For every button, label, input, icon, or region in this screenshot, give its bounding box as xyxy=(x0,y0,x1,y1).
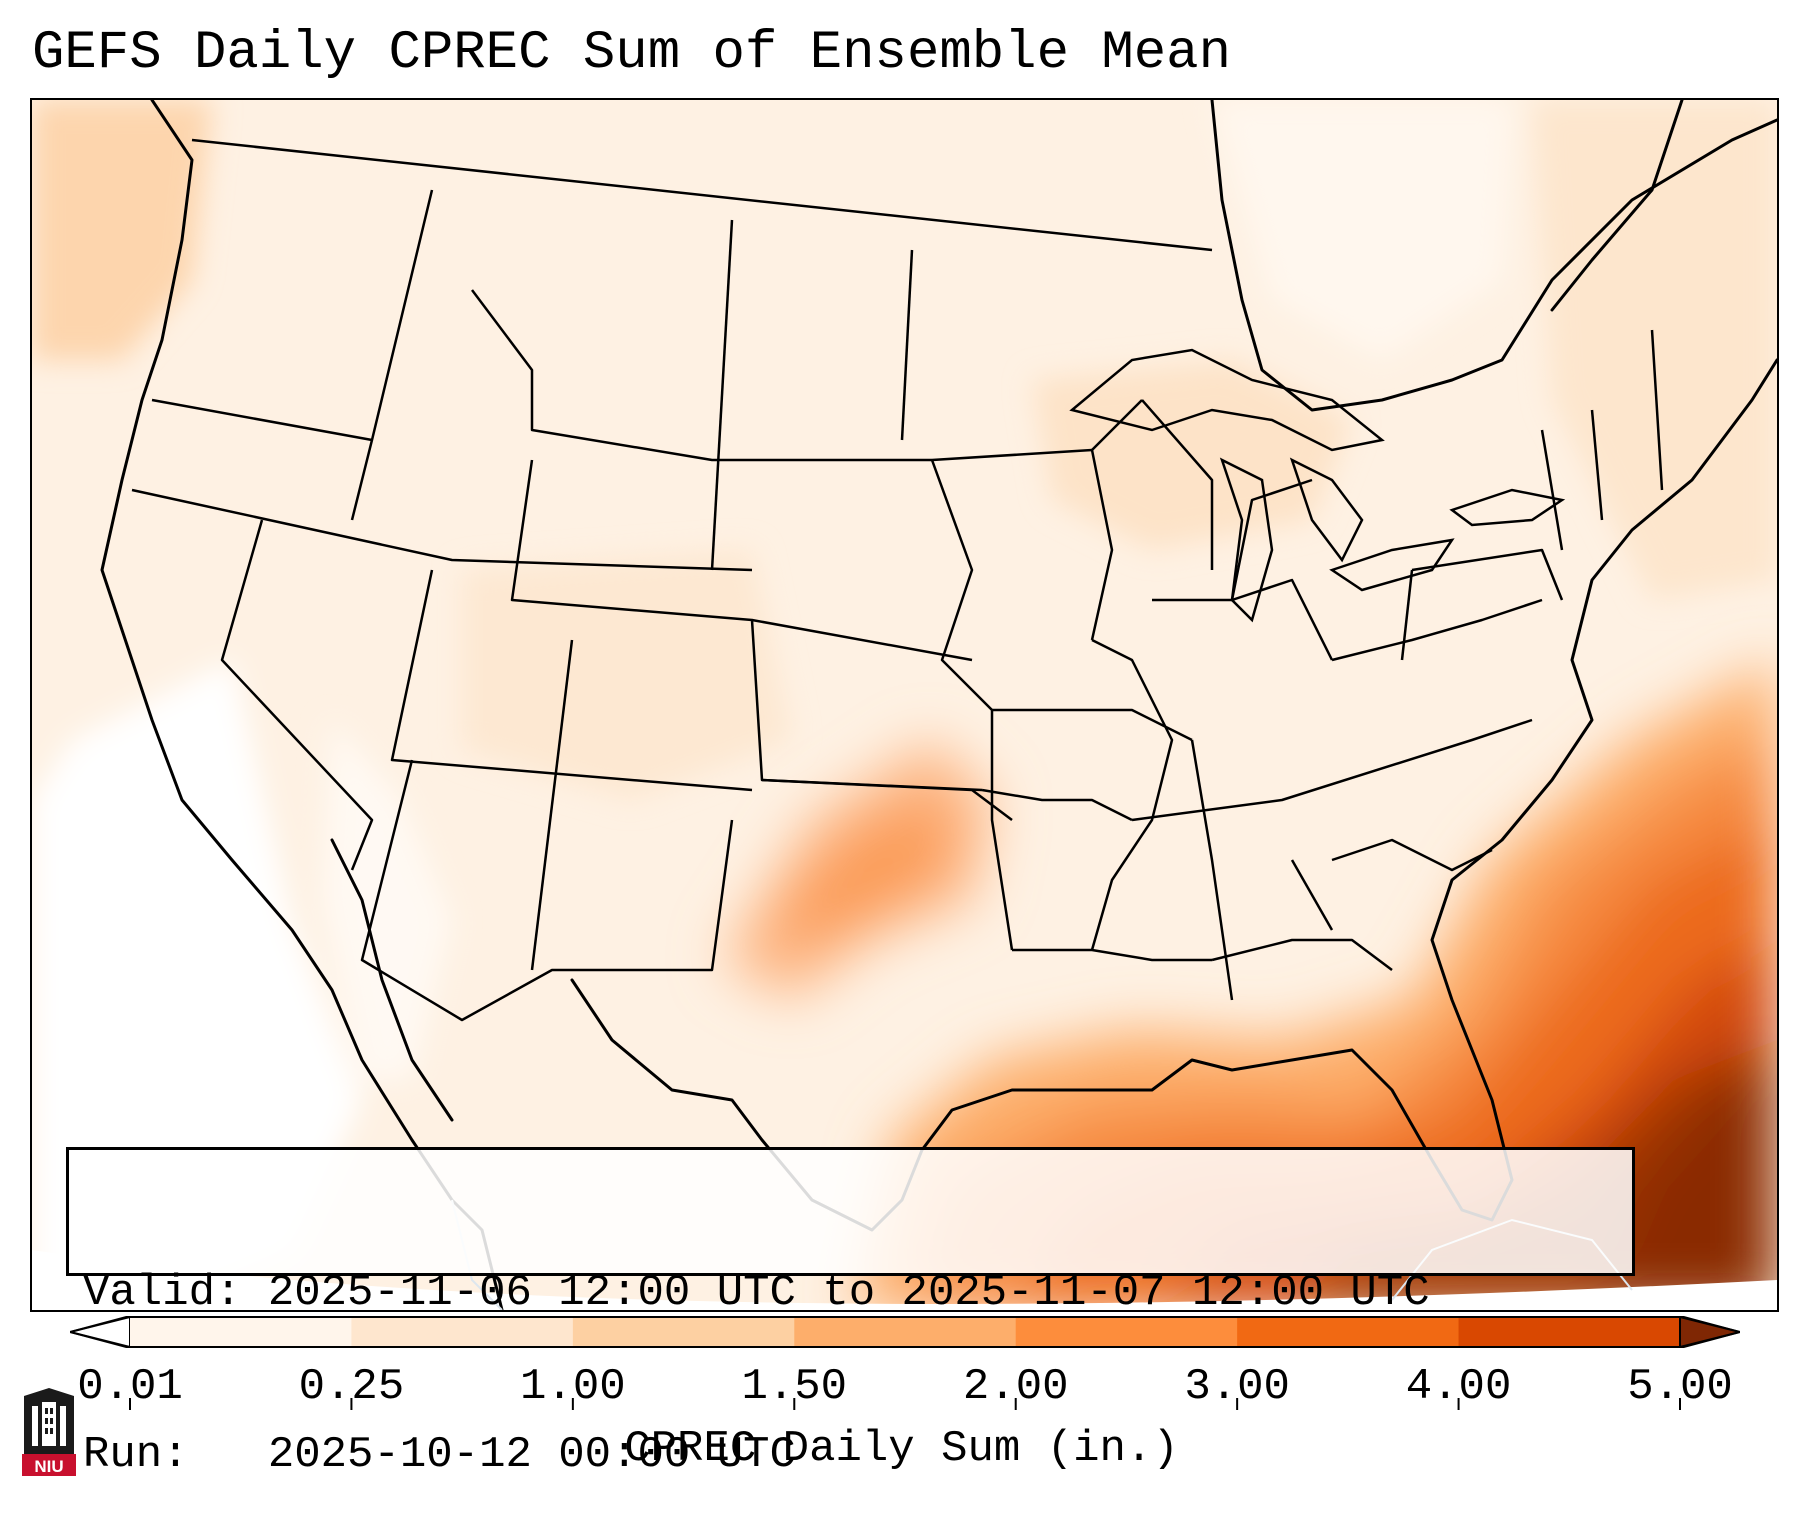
colorbar-segment xyxy=(794,1316,1017,1348)
colorbar-tick-label: 2.00 xyxy=(962,1362,1069,1412)
colorbar-tick-marks xyxy=(129,1398,1681,1410)
colorbar-tick-label: 1.00 xyxy=(520,1362,626,1412)
run-line: Run: 2025-10-12 00:00 UTC xyxy=(83,1430,796,1480)
colorbar-label: CPREC Daily Sum (in.) xyxy=(624,1424,1179,1474)
colorbar-tick-label: 0.01 xyxy=(77,1362,183,1412)
colorbar-segment xyxy=(351,1316,574,1348)
colorbar-segment xyxy=(1237,1316,1460,1348)
map-title: GEFS Daily CPREC Sum of Ensemble Mean xyxy=(32,23,1231,84)
colorbar-tick-label: 1.50 xyxy=(741,1362,848,1412)
colorbar-segment xyxy=(1458,1316,1681,1348)
valid-time-box: Valid: 2025-11-06 12:00 UTC to 2025-11-0… xyxy=(66,1147,1635,1480)
colorbar-under-triangle xyxy=(70,1316,131,1348)
colorbar-segment xyxy=(1015,1316,1238,1348)
niu-logo: NIU xyxy=(22,1388,76,1476)
domain-edge xyxy=(32,1250,1777,1310)
colorbar-tick-label: 4.00 xyxy=(1405,1362,1512,1412)
map-panel xyxy=(30,98,1779,1312)
colorbar-segment xyxy=(572,1316,795,1348)
colorbar-tick-label: 5.00 xyxy=(1627,1362,1733,1412)
colorbar xyxy=(70,1316,1740,1348)
great-lakes xyxy=(1069,348,1566,623)
colorbar-segment xyxy=(130,1316,352,1348)
colorbar-outline xyxy=(70,1316,1740,1348)
valid-line: Valid: 2025-11-06 12:00 UTC to 2025-11-0… xyxy=(83,1268,1430,1318)
precipitation-map xyxy=(32,100,1777,1310)
colorbar-tick-label: 3.00 xyxy=(1184,1362,1290,1412)
colorbar-tick-label: 0.25 xyxy=(298,1362,405,1412)
svg-text:NIU: NIU xyxy=(34,1457,63,1476)
colorbar-over-triangle xyxy=(1679,1316,1740,1348)
